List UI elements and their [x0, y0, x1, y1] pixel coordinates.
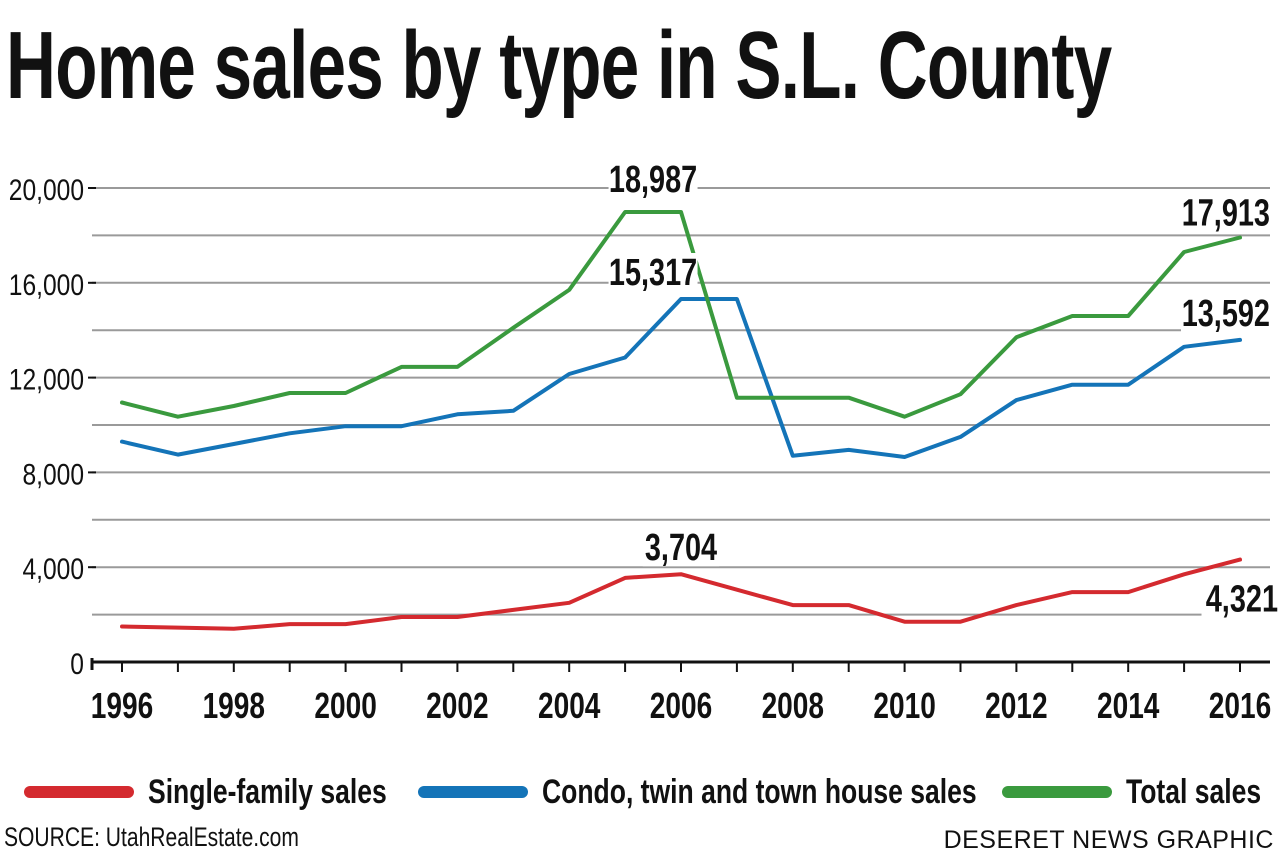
source-note: SOURCE: UtahRealEstate.com: [4, 822, 299, 852]
x-tick-label: 2006: [650, 686, 712, 726]
series-line-total-sales: [120, 210, 1242, 419]
data-label: 3,704: [645, 526, 717, 569]
x-axis: 1996 1998 2000 2002 2004 2006 2008 2010 2012 2014…: [91, 660, 1271, 726]
data-label: 4,321: [1206, 578, 1278, 621]
y-tick-label: 0: [70, 647, 84, 681]
data-label-bg: [608, 160, 698, 199]
y-tick-label: 16,000: [9, 267, 84, 301]
legend-item-single-family: Single-family sales: [24, 762, 454, 822]
y-axis: 0 4,000 8,000 12,000 16,000 20,000: [9, 173, 96, 681]
data-label-bg: [1201, 579, 1278, 618]
x-tick-label: 2016: [1209, 686, 1271, 726]
data-label-bg: [1181, 193, 1270, 232]
legend-swatch-total: [1002, 786, 1112, 798]
legend-swatch-condo: [418, 786, 528, 798]
data-label: 18,987: [609, 158, 697, 201]
credit-line: DESERET NEWS GRAPHIC: [943, 826, 1274, 854]
legend-label-single-family: Single-family sales: [148, 772, 387, 811]
x-tick-label: 2010: [873, 686, 935, 726]
legend-label-condo: Condo, twin and town house sales: [542, 772, 977, 811]
y-tick-label: 4,000: [22, 552, 84, 586]
series-line-single-family-sales: [120, 557, 1242, 631]
series-line-condo-twin-and-town-house-sales: [120, 297, 1242, 459]
data-label: 17,913: [1182, 192, 1270, 235]
data-label-bg: [608, 252, 698, 291]
x-tick-label: 2002: [426, 686, 488, 726]
x-tick-label: 2014: [1097, 686, 1159, 726]
y-tick-label: 20,000: [9, 173, 84, 207]
legend: Single-family sales Condo, twin and town…: [0, 762, 1280, 822]
x-tick-label: 2008: [762, 686, 824, 726]
data-label-bg: [1181, 293, 1270, 332]
line-chart: 0 4,000 8,000 12,000 16,000 20,000 1996 1998 20…: [9, 158, 1278, 726]
legend-swatch-single-family: [24, 786, 134, 798]
data-label: 15,317: [609, 251, 697, 294]
legend-item-condo: Condo, twin and town house sales: [418, 762, 1099, 822]
chart-title: Home sales by type in S.L. County: [6, 12, 1112, 119]
y-tick-label: 12,000: [9, 362, 84, 396]
x-tick-label: 2012: [985, 686, 1047, 726]
x-tick-label: 2004: [538, 686, 600, 726]
x-tick-label: 1998: [203, 686, 265, 726]
data-label-bg: [642, 528, 720, 567]
data-labels: 18,987 15,317 3,704 17,913 13,592 4,321: [608, 158, 1278, 621]
data-label: 13,592: [1182, 292, 1270, 335]
legend-item-total: Total sales: [1002, 762, 1280, 822]
x-tick-label: 2000: [314, 686, 376, 726]
y-tick-label: 8,000: [22, 457, 84, 491]
x-tick-label: 1996: [91, 686, 153, 726]
series-lines: [120, 210, 1242, 631]
legend-label-total: Total sales: [1126, 772, 1262, 811]
